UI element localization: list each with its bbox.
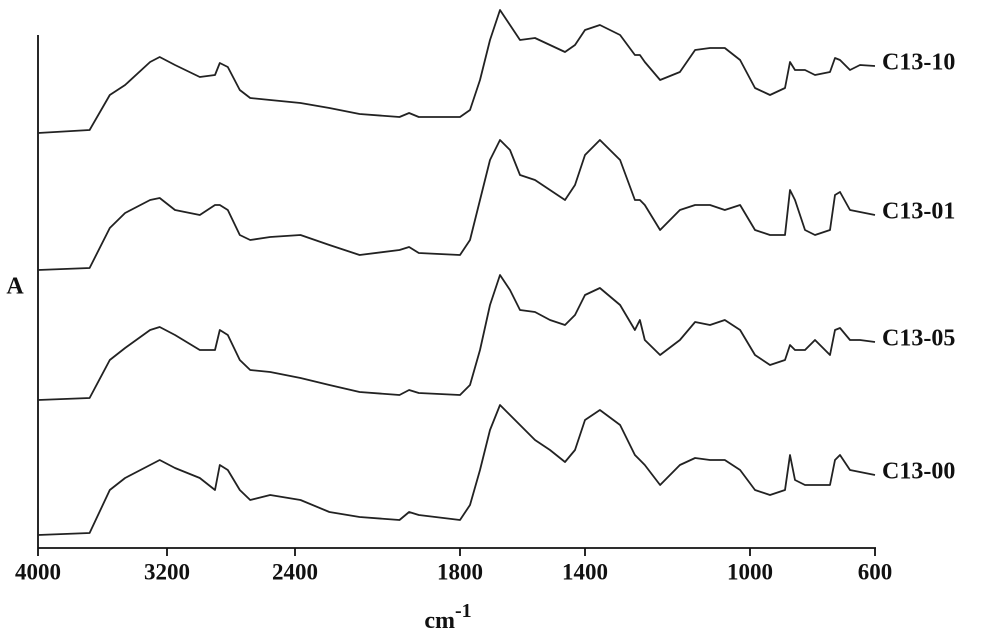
series-label: C13-10 bbox=[882, 50, 955, 76]
y-axis-label: A bbox=[6, 274, 24, 300]
x-axis-label: cm-1 bbox=[424, 600, 471, 634]
x-tick-label: 4000 bbox=[15, 559, 61, 584]
x-tick-label: 1000 bbox=[727, 559, 773, 584]
x-tick-label: 3200 bbox=[144, 559, 190, 584]
x-tick-label: 1400 bbox=[562, 559, 608, 584]
series-label: C13-01 bbox=[882, 199, 955, 225]
spectrum-line bbox=[37, 404, 876, 536]
x-axis-label-superscript: -1 bbox=[455, 600, 472, 622]
spectrum-line bbox=[37, 139, 876, 271]
x-tick-label: 600 bbox=[858, 559, 893, 584]
x-axis-label-base: cm bbox=[424, 608, 455, 634]
series-label: C13-00 bbox=[882, 459, 955, 485]
spectrum-line bbox=[37, 274, 876, 401]
x-tick-label: 1800 bbox=[437, 559, 483, 584]
series-label: C13-05 bbox=[882, 326, 955, 352]
x-tick-label: 2400 bbox=[272, 559, 318, 584]
spectrum-line bbox=[37, 9, 876, 134]
